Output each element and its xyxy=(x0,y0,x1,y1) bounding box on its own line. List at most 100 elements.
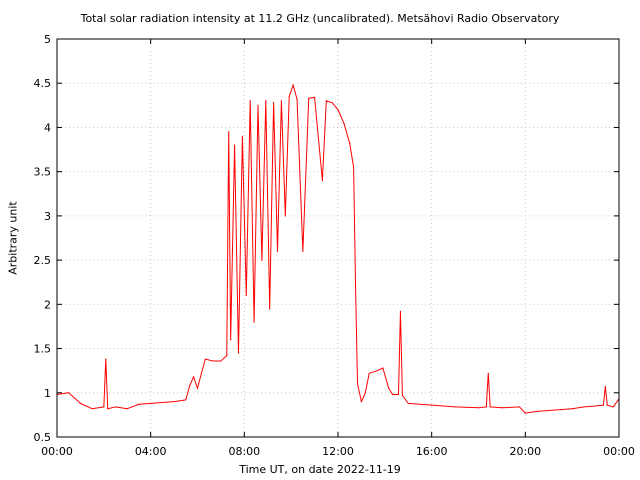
data-point xyxy=(173,401,175,403)
data-point xyxy=(354,286,357,288)
data-point xyxy=(602,404,604,406)
data-point xyxy=(212,360,214,362)
data-point xyxy=(343,122,345,124)
data-point xyxy=(220,360,222,362)
data-point xyxy=(487,372,489,374)
data-point xyxy=(273,102,275,104)
data-point xyxy=(193,376,195,378)
data-point xyxy=(292,84,294,86)
data-point xyxy=(276,250,279,252)
data-point xyxy=(360,401,363,403)
data-point xyxy=(79,402,82,404)
x-tick-label: 08:00 xyxy=(228,445,260,458)
data-point xyxy=(288,95,290,98)
y-tick-label: 2.5 xyxy=(34,254,52,267)
data-point xyxy=(241,135,243,137)
data-point xyxy=(296,98,298,100)
data-point xyxy=(382,367,384,369)
y-tick-label: 3 xyxy=(44,210,51,223)
data-point xyxy=(364,392,366,394)
data-point xyxy=(606,404,608,406)
data-point xyxy=(185,399,187,401)
y-tick-label: 2 xyxy=(44,298,51,311)
y-tick-label: 1.5 xyxy=(34,343,52,356)
data-point xyxy=(337,109,339,111)
x-tick-label: 00:00 xyxy=(603,445,635,458)
data-point xyxy=(583,406,585,408)
axis-ticks xyxy=(56,38,620,438)
x-tick-label: 00:00 xyxy=(41,445,73,458)
data-point xyxy=(321,179,323,182)
data-point xyxy=(200,372,202,374)
data-point xyxy=(228,131,230,133)
data-point xyxy=(280,100,283,102)
data-point xyxy=(501,407,503,409)
data-point xyxy=(302,250,304,252)
data-point xyxy=(265,100,267,102)
data-point xyxy=(331,102,333,104)
data-point xyxy=(612,406,614,408)
y-tick-label: 4.5 xyxy=(34,77,52,90)
x-tick-label: 04:00 xyxy=(135,445,167,458)
data-point xyxy=(353,166,355,168)
data-point xyxy=(237,352,240,354)
data-point xyxy=(249,100,251,102)
data-point xyxy=(68,392,70,394)
y-tick-label: 3.5 xyxy=(34,166,52,179)
y-tick-label: 1 xyxy=(44,387,51,400)
data-point xyxy=(349,142,351,144)
data-point xyxy=(477,407,480,409)
series-layer xyxy=(56,84,620,414)
data-point xyxy=(107,408,109,410)
data-point xyxy=(105,358,107,360)
chart-title: Total solar radiation intensity at 11.2 … xyxy=(80,12,560,25)
data-point xyxy=(150,402,152,404)
data-point xyxy=(524,412,526,414)
data-point xyxy=(233,144,236,146)
data-point xyxy=(126,408,128,410)
data-point xyxy=(257,104,259,106)
data-point xyxy=(196,387,199,389)
y-tick-label: 4 xyxy=(44,121,51,134)
data-point xyxy=(284,215,286,217)
data-point xyxy=(114,406,117,408)
data-point xyxy=(388,387,390,389)
grid-lines xyxy=(57,39,619,437)
data-point xyxy=(325,100,327,102)
data-point xyxy=(518,406,521,408)
data-point xyxy=(91,408,93,410)
data-point xyxy=(604,385,606,388)
data-point xyxy=(431,404,433,406)
data-point xyxy=(356,383,359,385)
data-point xyxy=(399,310,402,313)
data-point xyxy=(401,394,403,397)
data-point xyxy=(269,308,271,310)
data-point xyxy=(204,358,206,360)
y-tick-label: 0.5 xyxy=(34,431,52,444)
data-point xyxy=(571,408,573,410)
data-point xyxy=(308,97,310,99)
x-tick-label: 20:00 xyxy=(509,445,541,458)
data-point xyxy=(454,406,456,408)
data-point xyxy=(138,403,140,405)
data-point xyxy=(376,370,378,372)
y-tick-label: 5 xyxy=(44,33,51,46)
data-point xyxy=(103,406,105,408)
x-tick-label: 16:00 xyxy=(416,445,448,458)
tick-labels: 0.5 1 1.5 2 2.5 3 3.5 4 4.5 5 00:00 04:00 08:00 12:00… xyxy=(34,33,635,458)
x-axis-label: Time UT, on date 2022-11-19 xyxy=(239,463,401,476)
x-tick-label: 12:00 xyxy=(322,445,354,458)
data-point xyxy=(313,96,316,98)
data-point xyxy=(407,402,409,404)
data-point xyxy=(489,406,491,408)
data-point xyxy=(536,410,538,412)
data-point xyxy=(368,372,370,374)
data-point xyxy=(559,408,562,411)
plot-frame xyxy=(56,38,620,438)
data-point xyxy=(392,393,394,396)
data-point xyxy=(594,405,597,407)
data-point xyxy=(253,321,255,323)
data-point xyxy=(397,393,400,396)
data-point xyxy=(230,339,232,341)
